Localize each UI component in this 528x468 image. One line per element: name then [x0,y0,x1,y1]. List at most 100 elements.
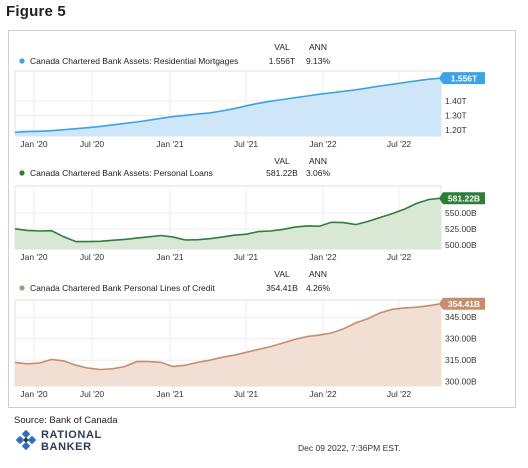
y-tick-label: 345.00B [445,312,477,322]
data-point [246,352,248,354]
data-point [343,91,345,93]
data-point [63,236,65,238]
ann-header: ANN [309,42,327,52]
data-point [306,95,308,97]
data-point [343,222,345,224]
data-point [367,87,369,89]
data-point [209,112,211,114]
legend-marker [19,285,25,291]
val-header: VAL [274,42,290,52]
data-point [331,222,333,224]
x-tick-label: Jan '20 [20,389,47,399]
data-point [51,230,53,232]
data-point [75,128,77,130]
legend-val: 1.556T [269,56,295,66]
data-point [14,132,16,134]
data-point [197,362,199,364]
rational-banker-logo: RATIONAL BANKER [14,428,104,456]
data-point [209,238,211,240]
data-point [148,236,150,238]
data-point [416,80,418,82]
value-badge-label: 354.41B [448,299,480,309]
x-tick-label: Jul '21 [234,252,259,262]
ann-header: ANN [309,156,327,166]
x-tick-label: Jul '21 [234,389,259,399]
data-point [136,361,138,363]
data-point [160,235,162,237]
data-point [26,131,28,133]
x-tick-label: Jan '20 [20,139,47,149]
data-point [294,339,296,341]
data-point [404,82,406,84]
data-point [39,230,41,232]
data-point [124,366,126,368]
data-point [26,230,28,232]
data-point [99,126,101,128]
logo-diamond-icon [15,430,37,451]
x-tick-label: Jan '21 [156,139,183,149]
y-tick-label: 330.00B [445,334,477,344]
data-point [136,121,138,123]
data-point [319,93,321,95]
data-point [87,367,89,369]
value-badge-shape [439,297,485,310]
x-tick-label: Jul '20 [80,389,105,399]
x-tick-label: Jul '20 [80,252,105,262]
value-badge-label: 1.556T [451,73,478,83]
data-point [392,84,394,86]
data-point [319,334,321,336]
x-tick-label: Jan '20 [20,252,47,262]
data-point [379,312,381,314]
x-tick-label: Jan '21 [156,389,183,399]
data-point [270,346,272,348]
data-point [306,336,308,338]
x-tick-label: Jan '21 [156,252,183,262]
data-point [282,99,284,101]
data-point [331,332,333,334]
data-point [379,217,381,219]
legend-ann: 4.26% [306,283,331,293]
data-point [172,116,174,118]
series-line [14,302,442,371]
data-point [99,369,101,371]
x-tick-label: Jul '21 [234,139,259,149]
data-point [355,322,357,324]
data-point [99,241,101,243]
data-point [124,123,126,125]
legend-label: Canada Chartered Bank Assets: Personal L… [30,168,213,178]
data-point [258,103,260,105]
y-tick-label: 550.00B [445,208,477,218]
data-point [355,89,357,91]
data-point [367,318,369,320]
value-badge: 581.22B [439,192,485,205]
ann-header: ANN [309,269,327,279]
source-note: Source: Bank of Canada [14,415,118,426]
data-point [270,100,272,102]
legend-label: Canada Chartered Bank Assets: Residentia… [30,56,238,66]
x-tick-label: Jan '22 [309,389,336,399]
series-line [14,197,442,243]
data-point [282,229,284,231]
series-line [14,77,442,134]
y-tick-label: 315.00B [445,355,477,365]
data-point [306,225,308,227]
data-point [51,359,53,361]
x-tick-label: Jan '22 [309,139,336,149]
data-point [112,124,114,126]
data-point [416,306,418,308]
y-tick-label: 525.00B [445,224,477,234]
data-point [148,361,150,363]
data-point [221,357,223,359]
data-point [112,368,114,370]
data-point [209,359,211,361]
val-header: VAL [274,269,290,279]
value-badge-label: 581.22B [448,193,480,203]
data-point [404,307,406,309]
data-point [428,199,430,201]
data-point [233,354,235,356]
y-tick-label: 300.00B [445,377,477,387]
data-point [63,129,65,131]
data-point [428,305,430,307]
data-point [270,230,272,232]
